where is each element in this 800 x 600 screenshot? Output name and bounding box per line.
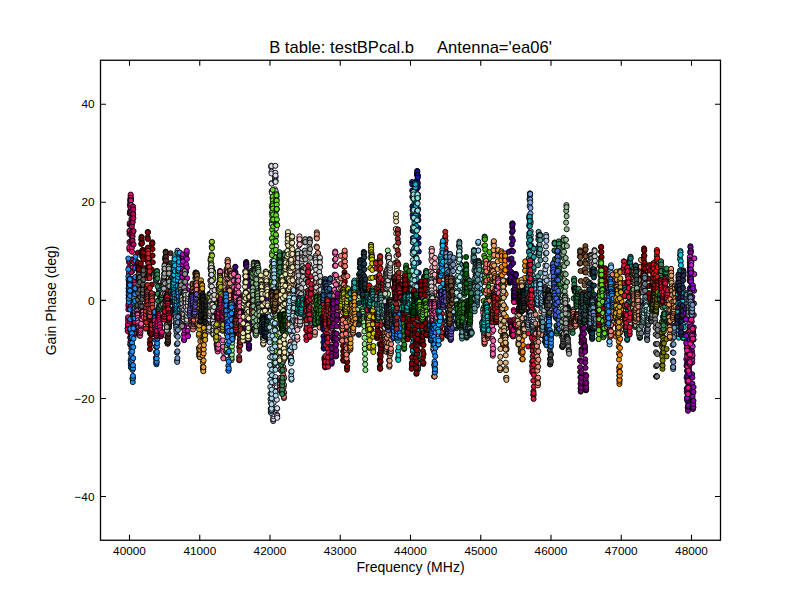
svg-text:40: 40 — [81, 97, 95, 111]
svg-text:44000: 44000 — [394, 544, 427, 558]
svg-text:47000: 47000 — [605, 544, 638, 558]
svg-text:Frequency (MHz): Frequency (MHz) — [356, 559, 464, 575]
svg-text:−20: −20 — [74, 392, 94, 406]
svg-text:−40: −40 — [74, 490, 94, 504]
svg-text:0: 0 — [88, 294, 95, 308]
svg-text:20: 20 — [81, 195, 95, 209]
svg-text:42000: 42000 — [254, 544, 287, 558]
svg-text:B table: testBPcal.b Anten: B table: testBPcal.b Antenna='ea06' — [269, 38, 552, 57]
svg-text:48000: 48000 — [675, 544, 708, 558]
svg-text:Gain Phase (deg): Gain Phase (deg) — [43, 246, 59, 356]
svg-text:46000: 46000 — [535, 544, 568, 558]
svg-text:43000: 43000 — [324, 544, 357, 558]
svg-text:40000: 40000 — [113, 544, 146, 558]
svg-text:45000: 45000 — [464, 544, 497, 558]
svg-text:41000: 41000 — [183, 544, 216, 558]
